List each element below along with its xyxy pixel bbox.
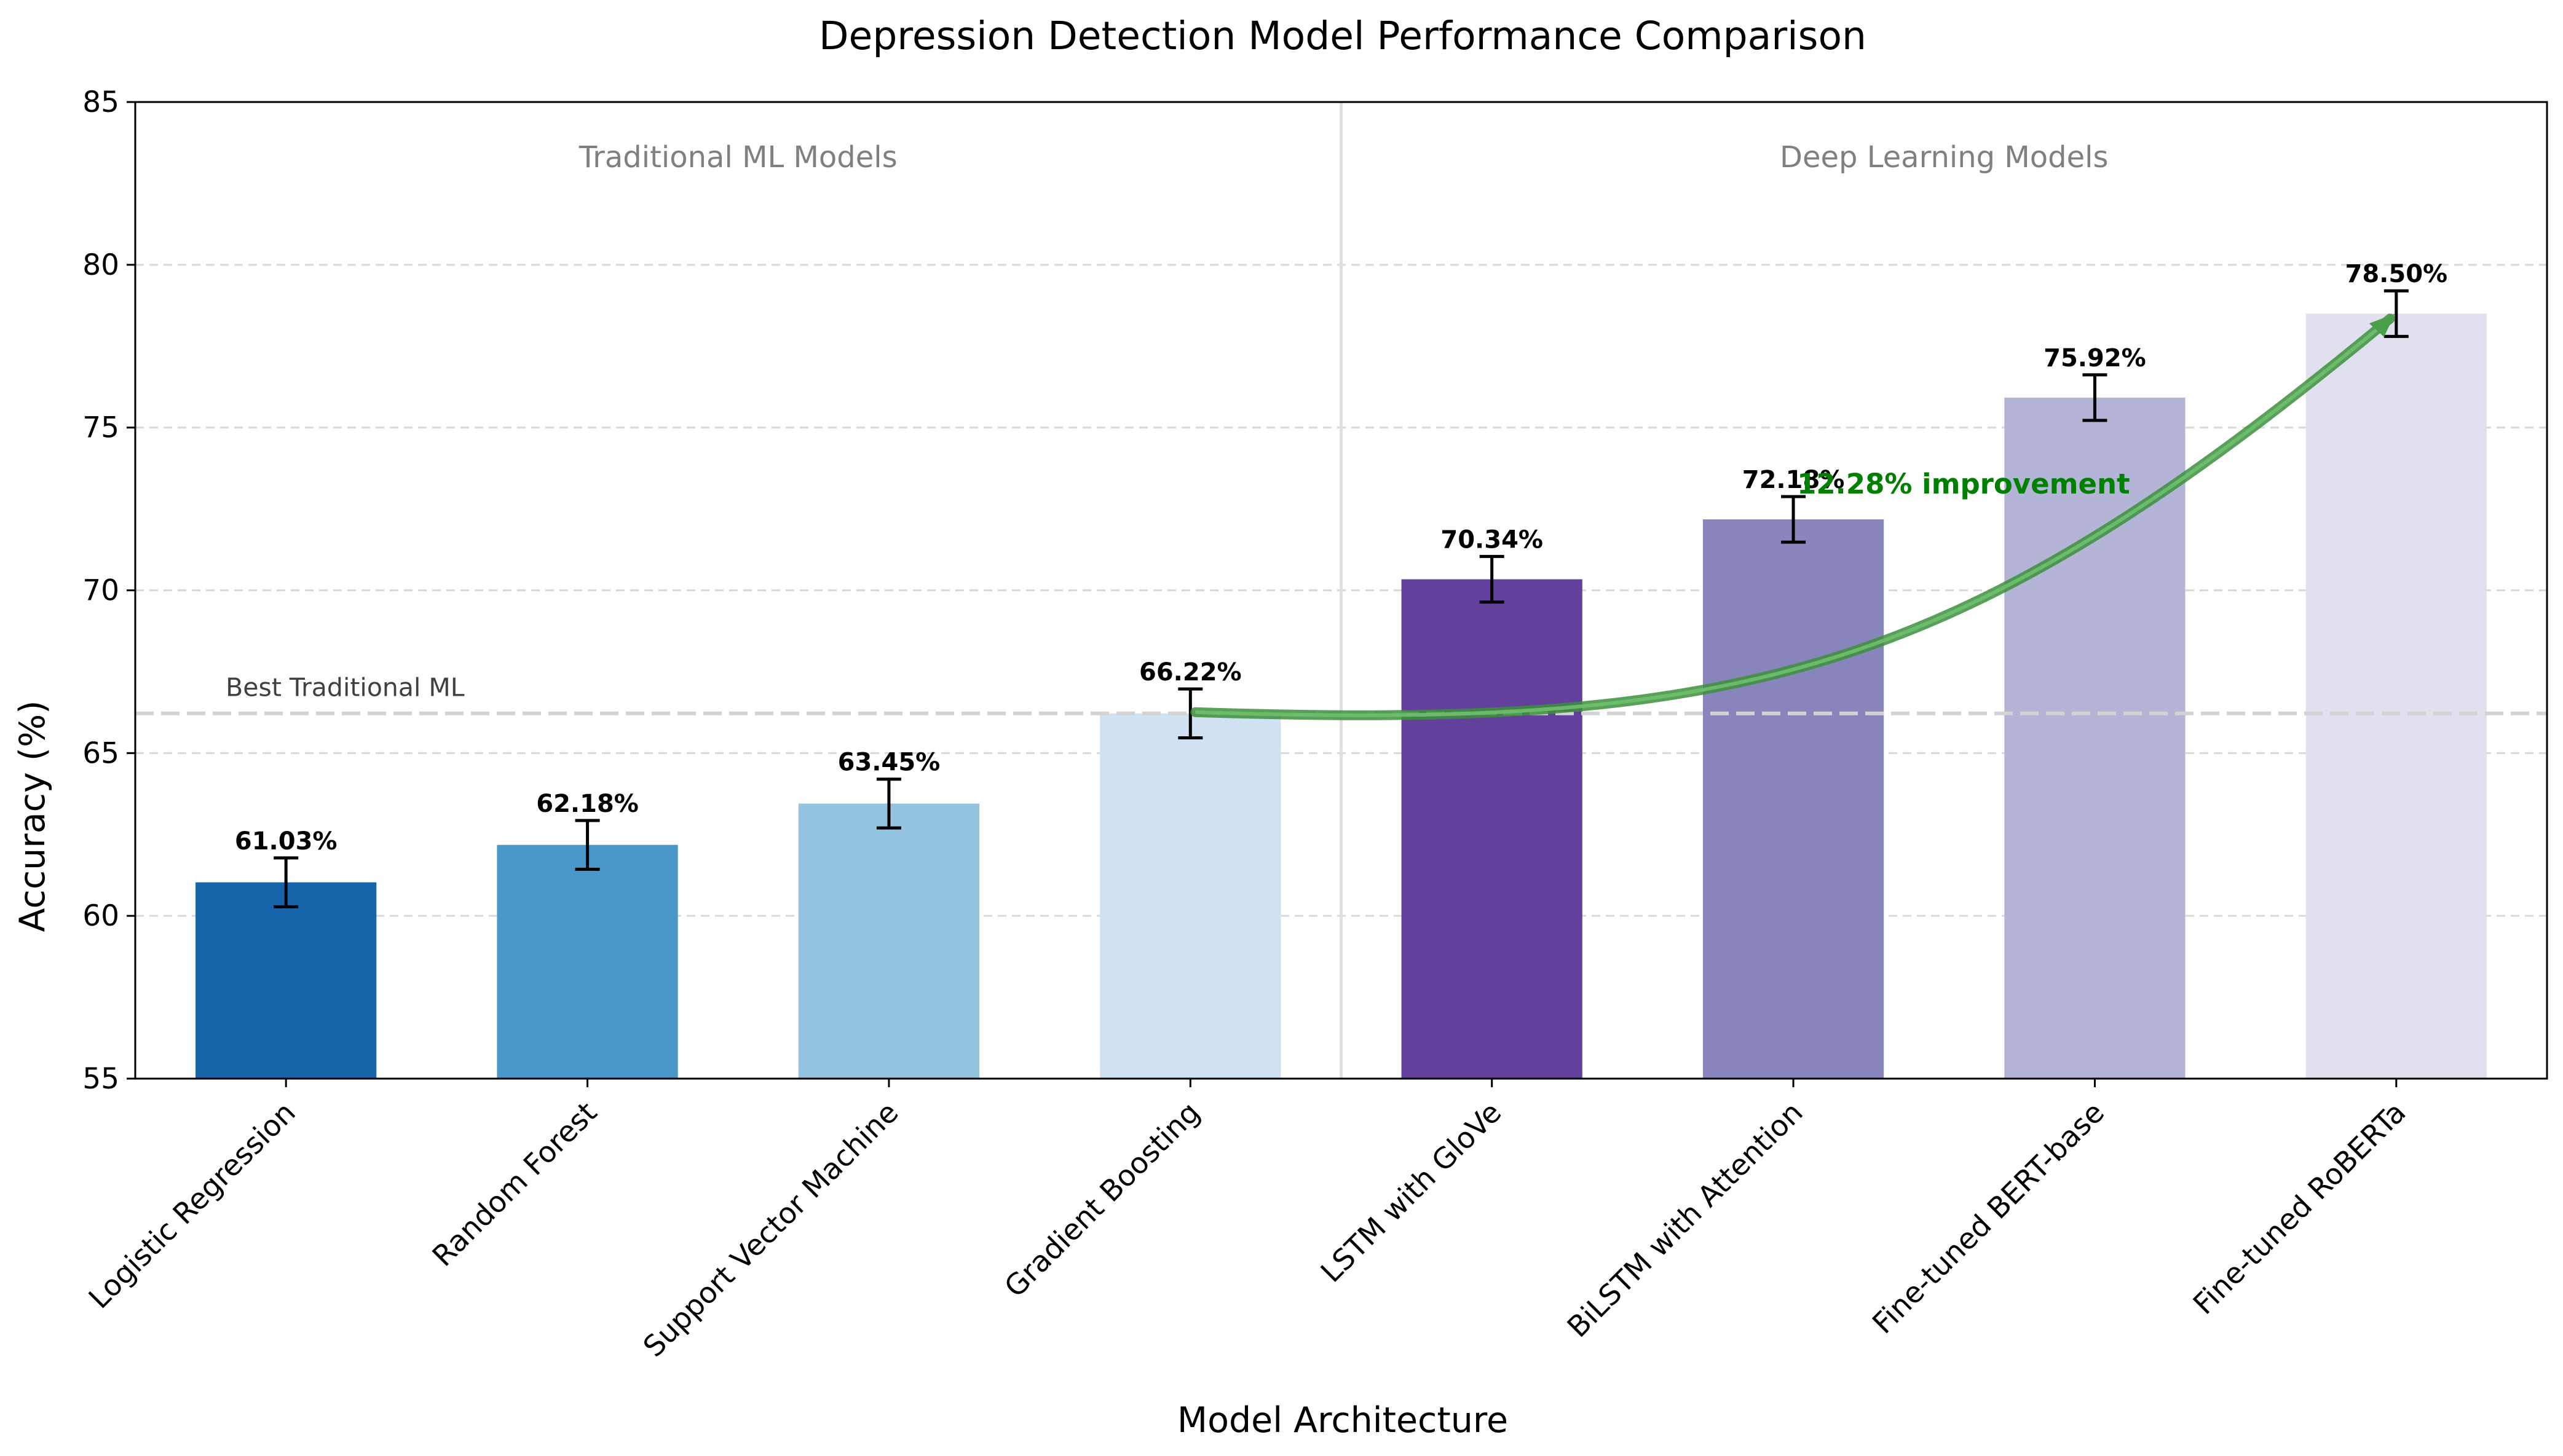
y-tick-label: 75 xyxy=(82,411,119,445)
y-tick-label: 70 xyxy=(82,574,119,608)
improvement-annotation: 12.28% improvement xyxy=(1797,468,2130,500)
reference-line-label: Best Traditional ML xyxy=(226,673,465,702)
x-tick-label: Logistic Regression xyxy=(82,1096,302,1316)
bar xyxy=(2305,313,2487,1079)
chart-title: Depression Detection Model Performance C… xyxy=(819,14,1866,58)
improvement-arrowhead xyxy=(2369,313,2395,337)
value-label: 66.22% xyxy=(1139,658,1242,687)
value-label: 75.92% xyxy=(2044,344,2146,372)
bar xyxy=(1100,713,1281,1079)
y-tick-label: 65 xyxy=(82,736,119,770)
x-axis-label: Model Architecture xyxy=(1177,1400,1508,1441)
value-label: 61.03% xyxy=(235,827,338,856)
bar xyxy=(497,844,678,1079)
value-label: 63.45% xyxy=(838,749,941,777)
y-tick-label: 80 xyxy=(82,248,119,282)
bar xyxy=(1401,579,1582,1079)
x-tick-label: Random Forest xyxy=(426,1096,604,1273)
y-tick-label: 85 xyxy=(82,85,119,119)
y-axis-label: Accuracy (%) xyxy=(12,701,53,932)
bar xyxy=(1702,519,1884,1079)
y-tick-label: 55 xyxy=(82,1062,119,1096)
x-tick-label: Fine-tuned BERT-base xyxy=(1866,1096,2111,1341)
value-label: 72.18% xyxy=(1742,466,1845,494)
improvement-arrow-highlight xyxy=(1195,317,2391,717)
bar xyxy=(798,803,980,1079)
x-tick-label: Support Vector Machine xyxy=(637,1096,905,1364)
plot-area: Traditional ML Models Deep Learning Model… xyxy=(82,85,2548,1364)
value-label: 78.50% xyxy=(2345,260,2448,288)
value-label: 62.18% xyxy=(536,790,639,818)
x-tick-label: LSTM with GloVe xyxy=(1314,1096,1508,1289)
bar xyxy=(2004,397,2186,1079)
x-tick-label: BiLSTM with Attention xyxy=(1561,1096,1810,1345)
x-tick-label: Fine-tuned RoBERTa xyxy=(2187,1096,2412,1321)
bar xyxy=(195,882,377,1079)
y-tick-label: 60 xyxy=(82,899,119,933)
region-label-traditional: Traditional ML Models xyxy=(579,140,898,175)
x-tick-label: Gradient Boosting xyxy=(998,1096,1206,1304)
value-label: 70.34% xyxy=(1440,525,1543,554)
region-label-deep-learning: Deep Learning Models xyxy=(1780,140,2109,175)
